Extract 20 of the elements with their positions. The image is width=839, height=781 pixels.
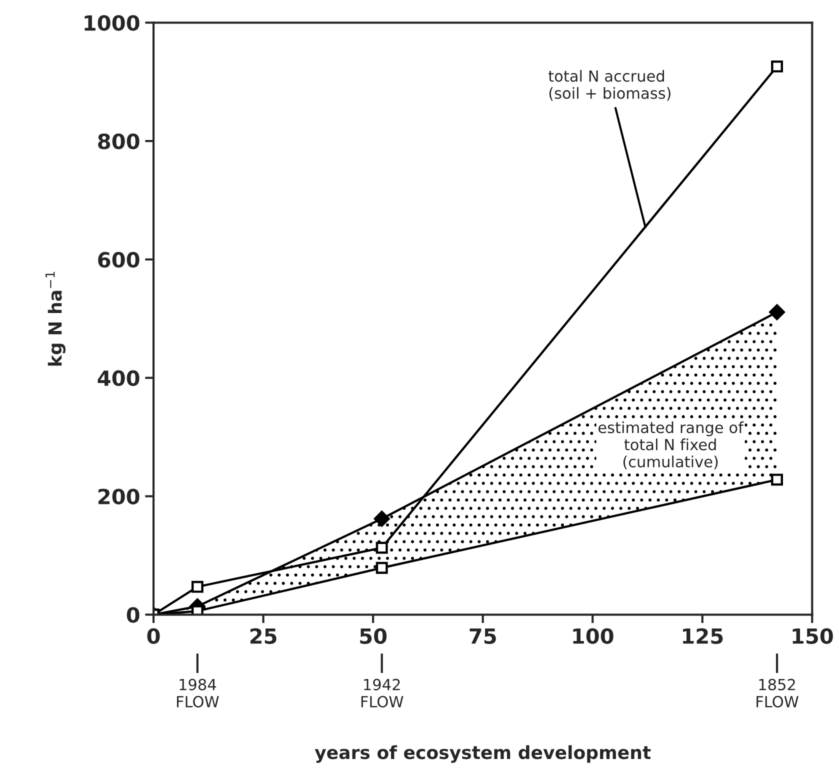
y-tick-label: 400 bbox=[98, 370, 140, 386]
x-axis-title: years of ecosystem development bbox=[314, 745, 651, 763]
x-tick-label: 75 bbox=[470, 628, 496, 644]
y-tick-label: 600 bbox=[98, 252, 140, 268]
y-tick-label: 800 bbox=[98, 134, 140, 150]
x-tick-label: 0 bbox=[147, 628, 160, 644]
x2-tick-label: 1984 FLOW bbox=[177, 678, 219, 708]
x2-tick-label: 1852 FLOW bbox=[756, 678, 798, 708]
y-tick-label: 0 bbox=[126, 607, 140, 623]
y-tick-label: 200 bbox=[98, 488, 140, 504]
x-tick-label: 150 bbox=[792, 628, 833, 644]
x-tick-label: 125 bbox=[682, 628, 723, 644]
x-tick-label: 100 bbox=[573, 628, 614, 644]
annotation: estimated range of total N fixed (cumulative) bbox=[598, 421, 744, 470]
annotation: total N accrued (soil + biomass) bbox=[548, 70, 670, 101]
y-axis-title: kg N ha$^{−1}$ bbox=[45, 272, 66, 366]
y-tick-label: 1000 bbox=[84, 15, 140, 31]
x-tick-label: 25 bbox=[250, 628, 276, 644]
x2-tick-label: 1942 FLOW bbox=[361, 678, 404, 708]
x-tick-label: 50 bbox=[360, 628, 387, 644]
